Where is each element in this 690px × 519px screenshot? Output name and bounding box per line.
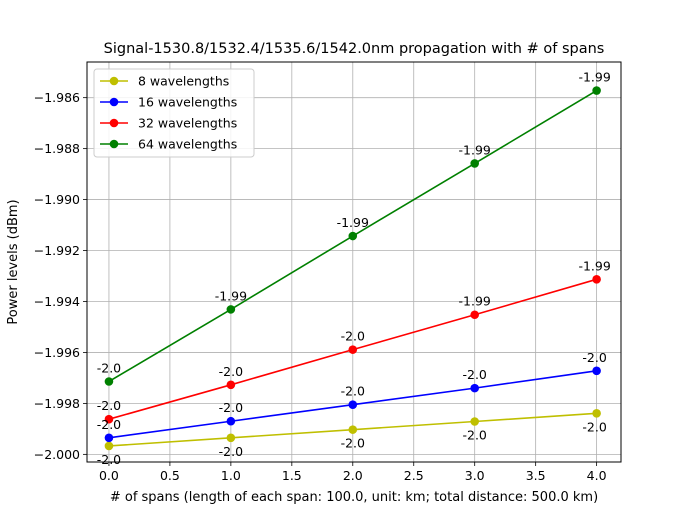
data-point bbox=[104, 414, 114, 424]
series-layer bbox=[104, 86, 601, 451]
legend-item: 32 wavelengths bbox=[100, 116, 237, 131]
data-label: -1.99 bbox=[459, 142, 491, 157]
x-tick-label: 0.0 bbox=[99, 468, 119, 483]
data-label: -2.0 bbox=[97, 360, 121, 375]
x-tick-label: 3.5 bbox=[526, 468, 546, 483]
legend-box bbox=[93, 68, 255, 158]
data-point bbox=[226, 305, 236, 314]
data-point bbox=[348, 345, 358, 354]
data-label: -2.0 bbox=[463, 427, 487, 442]
legend-marker bbox=[109, 76, 119, 86]
x-tick-label: 0.5 bbox=[160, 468, 180, 483]
x-axis-label: # of spans (length of each span: 100.0, … bbox=[110, 490, 598, 505]
data-point bbox=[226, 416, 236, 426]
x-tick-label: 1.0 bbox=[221, 468, 241, 483]
data-point bbox=[592, 409, 601, 418]
data-point bbox=[104, 433, 114, 443]
data-label: -2.0 bbox=[341, 384, 365, 399]
data-label: -2.0 bbox=[219, 400, 243, 415]
x-tick-label: 2.5 bbox=[404, 468, 424, 483]
legend-marker bbox=[109, 97, 119, 107]
data-point bbox=[226, 433, 236, 443]
legend-label: 32 wavelengths bbox=[138, 116, 237, 131]
y-tick-label: −2.000 bbox=[34, 447, 80, 462]
y-tick-label: −1.998 bbox=[34, 396, 80, 411]
data-point bbox=[470, 159, 479, 168]
x-tick-label: 4.0 bbox=[587, 468, 607, 483]
data-label: -1.99 bbox=[337, 215, 369, 230]
plot-frame bbox=[86, 61, 622, 463]
legend-label: 8 wavelengths bbox=[138, 74, 229, 89]
x-tick-label: 2.0 bbox=[343, 468, 363, 483]
data-label: -2.0 bbox=[97, 452, 121, 467]
data-label: -1.99 bbox=[578, 258, 610, 273]
y-tick-label: −1.986 bbox=[34, 90, 80, 105]
legend-item: 16 wavelengths bbox=[100, 95, 237, 110]
x-tick-label: 3.0 bbox=[465, 468, 485, 483]
data-point bbox=[348, 400, 358, 409]
data-point bbox=[470, 383, 479, 393]
data-point bbox=[470, 417, 479, 426]
series-2 bbox=[104, 366, 601, 443]
y-tick-label: −1.996 bbox=[34, 345, 80, 360]
data-point bbox=[592, 366, 601, 376]
legend-item: 64 wavelengths bbox=[100, 137, 237, 152]
data-label: -2.0 bbox=[97, 417, 121, 432]
chart-title: Signal-1530.8/1532.4/1535.6/1542.0nm pro… bbox=[104, 41, 605, 57]
y-tick-label: −1.988 bbox=[34, 141, 80, 156]
series-4 bbox=[104, 86, 601, 386]
data-label: -2.0 bbox=[582, 350, 606, 365]
legend-label: 64 wavelengths bbox=[138, 137, 237, 152]
data-label: -1.99 bbox=[578, 70, 610, 85]
data-point bbox=[592, 275, 601, 284]
data-point bbox=[104, 441, 114, 451]
y-tick-label: −1.992 bbox=[34, 243, 80, 258]
data-label: -2.0 bbox=[97, 398, 121, 413]
data-point bbox=[226, 380, 236, 390]
data-point bbox=[104, 377, 114, 386]
y-tick-label: −1.994 bbox=[34, 294, 80, 309]
data-label: -2.0 bbox=[219, 364, 243, 379]
series-3 bbox=[104, 275, 601, 424]
data-label: -1.99 bbox=[459, 294, 491, 309]
legend-marker bbox=[109, 139, 119, 149]
y-tick-label: −1.990 bbox=[34, 192, 80, 207]
x-tick-label: 1.5 bbox=[282, 468, 302, 483]
data-point bbox=[348, 425, 358, 434]
y-axis-label: Power levels (dBm) bbox=[6, 199, 21, 324]
data-label: -2.0 bbox=[341, 436, 365, 451]
data-point bbox=[348, 231, 358, 241]
legend-marker bbox=[109, 118, 119, 128]
data-point bbox=[592, 86, 601, 95]
legend: 8 wavelengths 16 wavelengths 32 wavelength… bbox=[93, 68, 255, 158]
data-label: -2.0 bbox=[582, 419, 606, 434]
data-label: -1.99 bbox=[215, 288, 247, 303]
axes: 0.0 0.5 1.0 1.5 2.0 2.5 3.0 3.5 4.0 −2.000 −1.998 −… bbox=[34, 90, 607, 483]
data-labels: -2.0 -2.0 -2.0 -2.0 -2.0 -2.0 -2.0 -2.0 -2.0 -2.0… bbox=[97, 70, 611, 467]
data-label: -2.0 bbox=[219, 444, 243, 459]
data-label: -2.0 bbox=[341, 329, 365, 344]
data-label: -2.0 bbox=[463, 367, 487, 382]
series-1 bbox=[104, 409, 601, 451]
legend-label: 16 wavelengths bbox=[138, 95, 237, 110]
data-point bbox=[470, 310, 479, 320]
legend-item: 8 wavelengths bbox=[100, 74, 229, 89]
